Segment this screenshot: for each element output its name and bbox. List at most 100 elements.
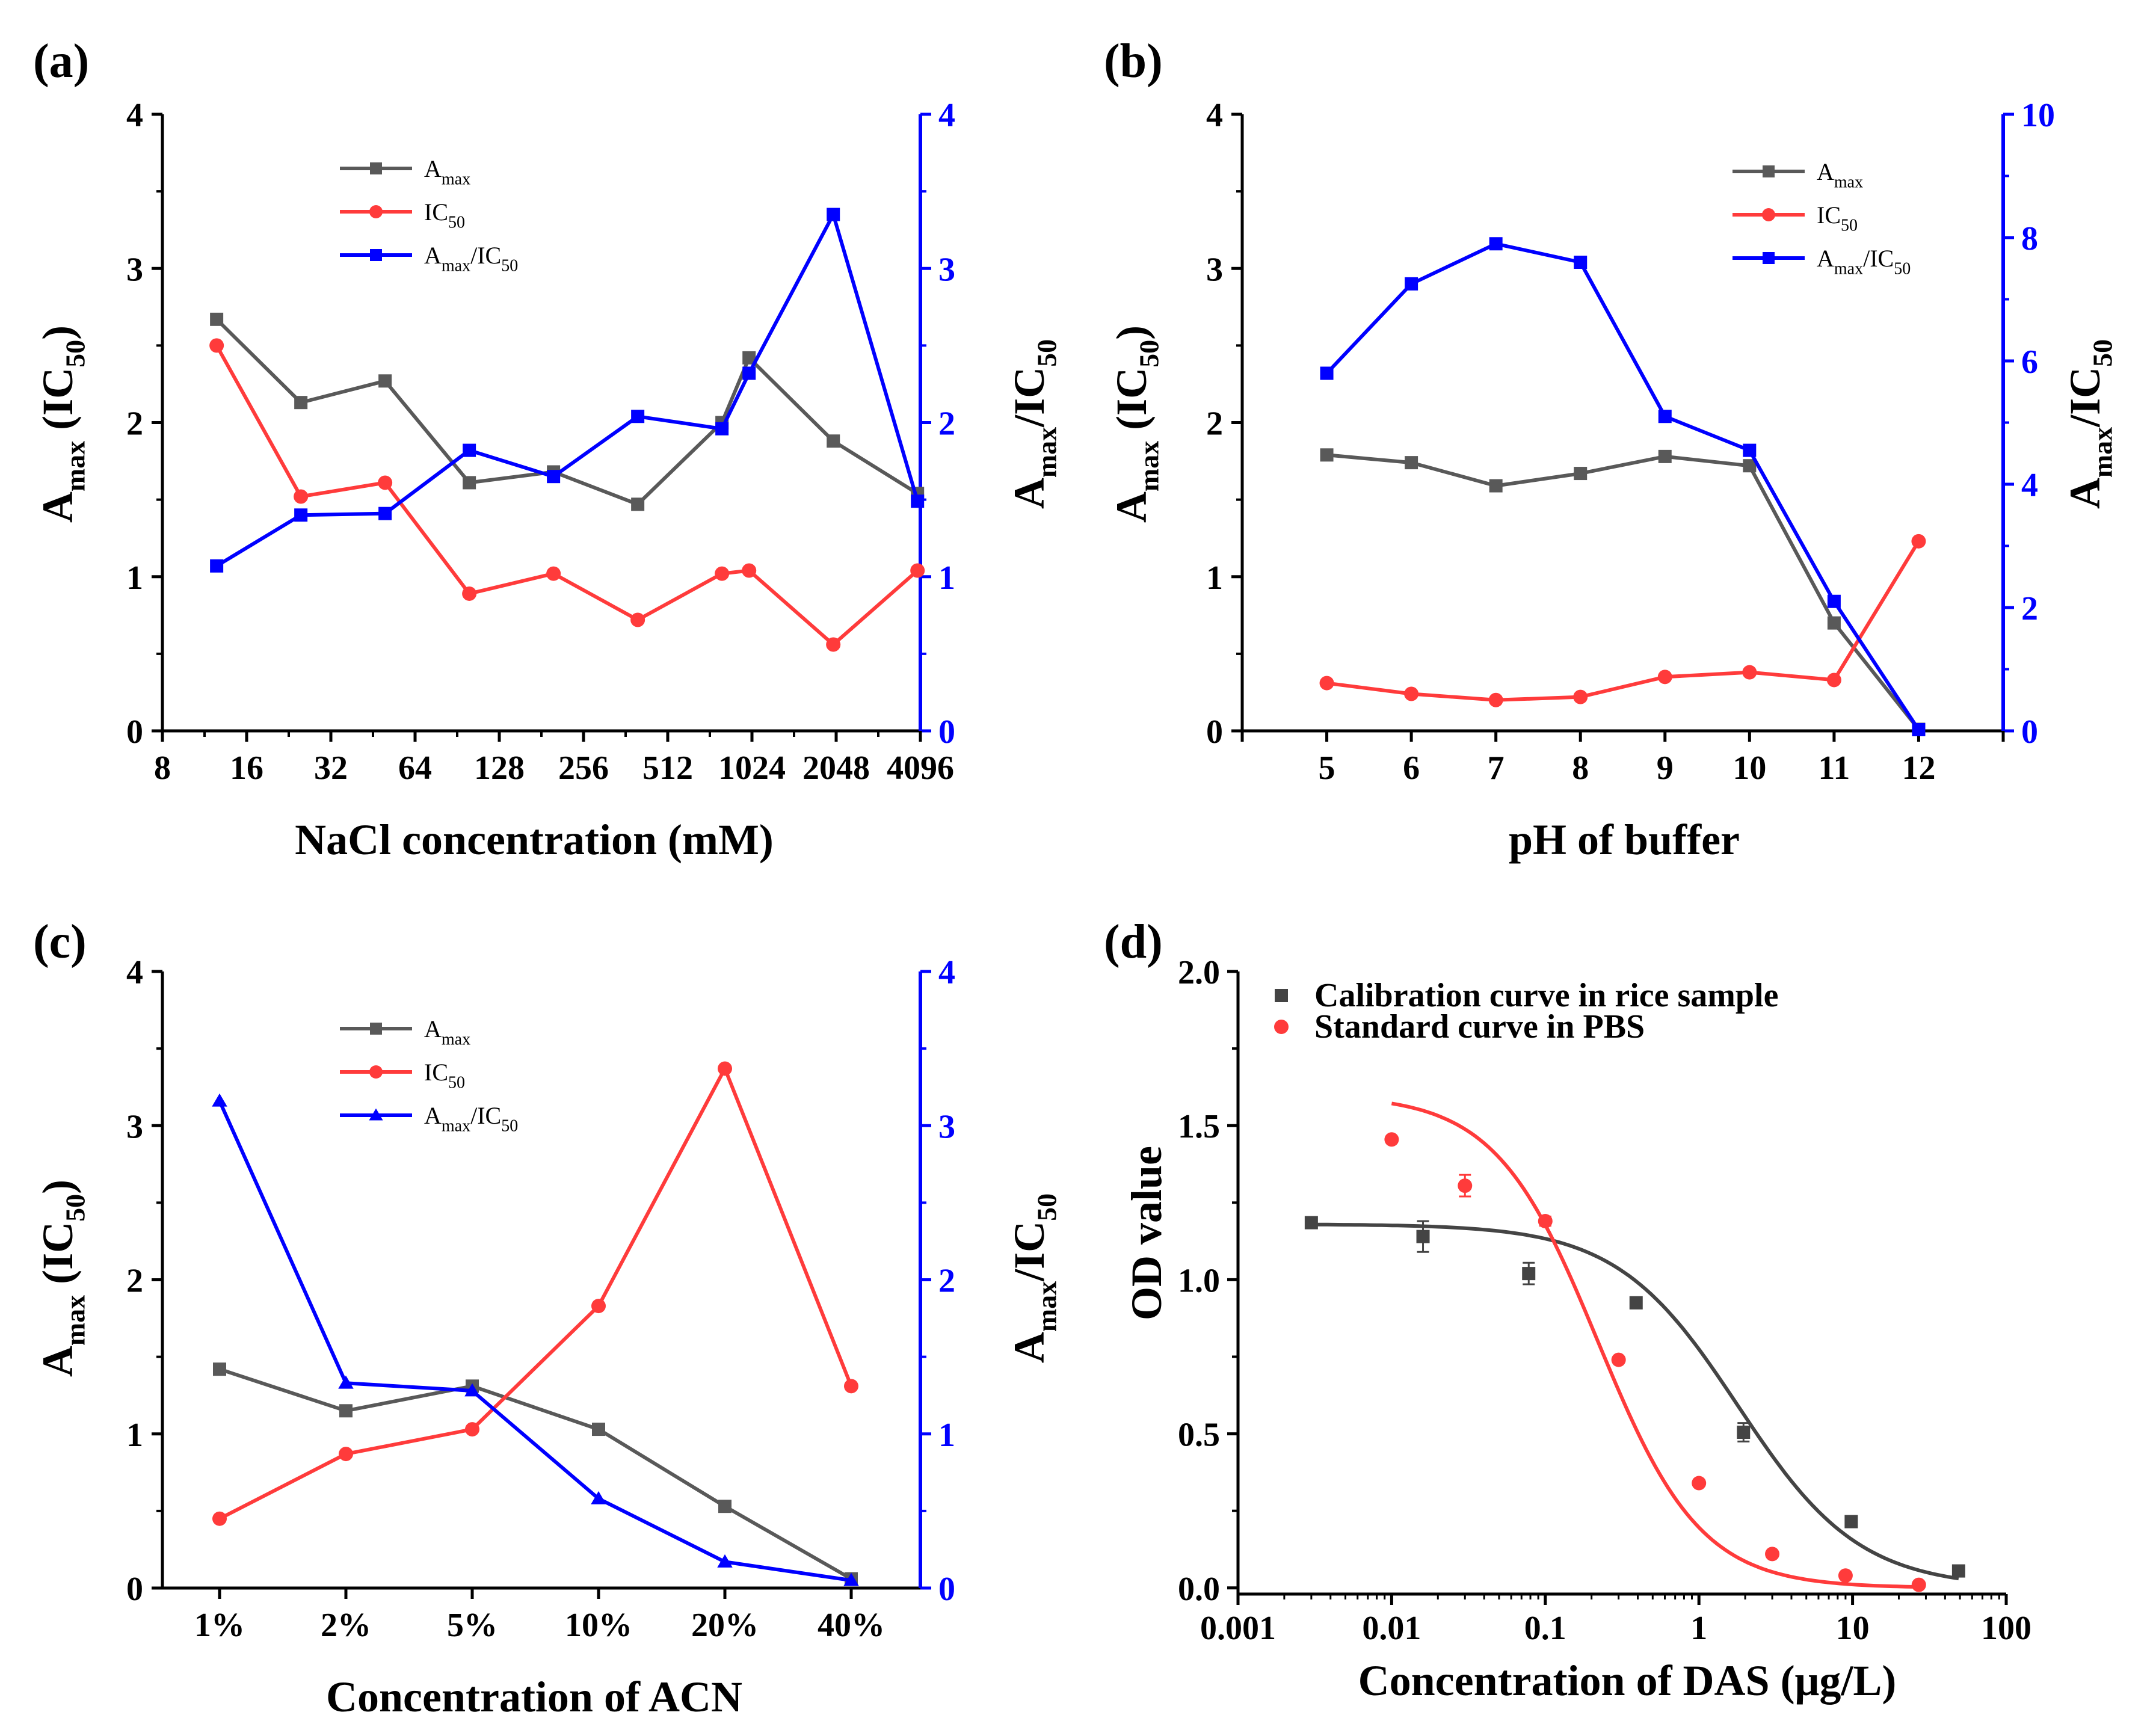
panel-a-legend-label: Amax/IC50 [424, 242, 518, 276]
panel-a-y-right-axis-title: Amax/IC50 [1005, 339, 1062, 509]
panel-a-data-point [715, 422, 729, 436]
panel-d-x-tick-label: 100 [1981, 1610, 2031, 1647]
panel-a-data-point [210, 559, 224, 573]
panel-c-data-point [592, 1423, 605, 1436]
panel-b-series-line-ic50 [1326, 540, 1920, 702]
chart-panel-a: 0 1 2 3 4 0 1 2 3 4 8 16 32 64 128 256 512 1024 2048 4096 Am… [34, 97, 1062, 787]
panel-d-legend-marker [1274, 1020, 1289, 1034]
panel-b-y-left-tick-label: 4 [1206, 97, 1223, 134]
panel-b-label: (b) [1104, 35, 1163, 88]
panel-b-data-point [1574, 256, 1588, 269]
panel-a-x-tick-label: 8 [154, 750, 171, 787]
panel-c-data-point [213, 1362, 226, 1376]
panel-b-x-tick-label: 5 [1319, 750, 1335, 787]
panel-c-x-tick-label: 5% [447, 1607, 497, 1644]
panel-a-legend-marker [370, 162, 382, 174]
panel-b-data-point [1911, 534, 1926, 549]
panel-b-x-tick-label: 7 [1488, 750, 1505, 787]
panel-a-data-point [631, 497, 645, 511]
panel-b-legend-label: Amax/IC50 [1817, 245, 1911, 279]
panel-a-x-tick-label: 256 [558, 750, 609, 787]
panel-a-data-point [715, 566, 730, 581]
panel-b-data-point [1826, 673, 1841, 688]
panel-c-y-right-tick-label: 0 [938, 1571, 955, 1608]
panel-a-y-left-tick-label: 3 [126, 251, 143, 288]
panel-b-legend-marker [1762, 208, 1775, 221]
panel-a-data-point [742, 366, 756, 380]
panel-a-series-line-ic50 [215, 344, 919, 647]
panel-c-data-point [843, 1572, 859, 1586]
panel-c-x-tick-label: 10% [565, 1607, 632, 1644]
panel-b-data-point [1742, 665, 1757, 680]
panel-c-data-point [591, 1491, 606, 1504]
panel-b-data-point [1827, 616, 1841, 630]
panel-c-y-right-axis-title: Amax/IC50 [1005, 1193, 1062, 1363]
panel-a-data-point [462, 586, 477, 601]
panel-a-data-point [742, 351, 756, 365]
panel-b-data-point [1658, 449, 1672, 463]
panel-b-data-point [1912, 722, 1926, 736]
panel-b-data-point [1743, 443, 1757, 457]
panel-a-series-line-amax [215, 318, 919, 506]
panel-b-y-right-tick-label: 2 [2021, 590, 2038, 627]
panel-c-x-tick-label: 40% [818, 1607, 885, 1644]
panel-b-legend-label: Amax [1817, 158, 1863, 192]
panel-b-x-axis-title: pH of buffer [1509, 816, 1740, 864]
panel-d-data-point [1611, 1352, 1626, 1367]
panel-a-data-point [294, 396, 308, 410]
panel-b-data-point [1658, 410, 1672, 423]
panel-a-x-tick-label: 4096 [887, 750, 954, 787]
panel-a-x-tick-label: 16 [230, 750, 263, 787]
panel-b-legend-label: IC50 [1817, 202, 1858, 235]
panel-a-legend-label: Amax [424, 155, 470, 189]
panel-a-data-point [742, 563, 757, 578]
panel-b-data-point [1574, 467, 1588, 481]
panel-a-data-point [630, 612, 645, 627]
panel-d-x-tick-label: 10 [1836, 1610, 1870, 1647]
panel-a-x-tick-label: 32 [314, 750, 348, 787]
panel-b-data-point [1405, 456, 1418, 470]
panel-a-legend-label: IC50 [424, 199, 465, 232]
panel-d-legend-label: Standard curve in PBS [1314, 1008, 1645, 1045]
panel-a-data-point [378, 475, 393, 490]
panel-b-x-tick-label: 11 [1818, 750, 1850, 787]
panel-d-x-tick-label: 0.01 [1362, 1610, 1421, 1647]
panel-d-data-point [1844, 1515, 1858, 1528]
panel-b-y-left-tick-label: 1 [1206, 559, 1223, 597]
chart-panel-d: 0.0 0.5 1.0 1.5 2.0 0.001 0.01 0.1 1 10 100 Calibra… [1178, 954, 2031, 1647]
panel-b-data-point [1489, 479, 1503, 493]
panel-a-data-point [463, 443, 476, 457]
panel-d-data-point [1416, 1230, 1430, 1243]
panel-a-y-left-tick-label: 2 [126, 405, 143, 443]
panel-b-y-right-axis-title: Amax/IC50 [2061, 339, 2118, 509]
panel-c-x-tick-label: 2% [321, 1607, 371, 1644]
panel-a-data-point [826, 637, 841, 652]
panel-a-y-right-tick-label: 3 [938, 251, 955, 288]
panel-c-y-right-tick-label: 2 [938, 1263, 955, 1300]
panel-b-data-point [1657, 670, 1672, 685]
panel-a-y-left-axis-title: Amax (IC50) [34, 325, 91, 523]
panel-c-y-left-tick-label: 4 [126, 954, 143, 991]
panel-d-legend-label: Calibration curve in rice sample [1314, 977, 1778, 1014]
panel-c-legend-label: IC50 [424, 1059, 465, 1092]
panel-a-data-point [827, 434, 840, 448]
panel-b-y-right-tick-label: 4 [2021, 467, 2038, 504]
panel-d-y-tick-label: 1.5 [1178, 1108, 1220, 1145]
panel-b-data-point [1404, 686, 1419, 701]
panel-d-data-point [1538, 1214, 1553, 1229]
panel-c-y-left-tick-label: 1 [126, 1417, 143, 1454]
panel-c-data-point [718, 1500, 732, 1513]
panel-c-x-axis-title: Concentration of ACN [326, 1673, 742, 1721]
panel-d-x-tick-label: 1 [1690, 1610, 1707, 1647]
panel-c-data-point [212, 1511, 227, 1526]
panel-b-x-tick-label: 9 [1657, 750, 1674, 787]
panel-c-data-point [717, 1554, 733, 1568]
panel-c-label: (c) [33, 916, 87, 968]
panel-c-data-point [338, 1375, 354, 1389]
panel-c-data-point [464, 1383, 480, 1397]
panel-d-legend-marker [1275, 989, 1288, 1002]
panel-b-data-point [1573, 689, 1588, 704]
panel-c-legend-marker [369, 1065, 383, 1079]
panel-c-data-point [465, 1422, 479, 1437]
panel-d-data-point [1911, 1577, 1926, 1592]
